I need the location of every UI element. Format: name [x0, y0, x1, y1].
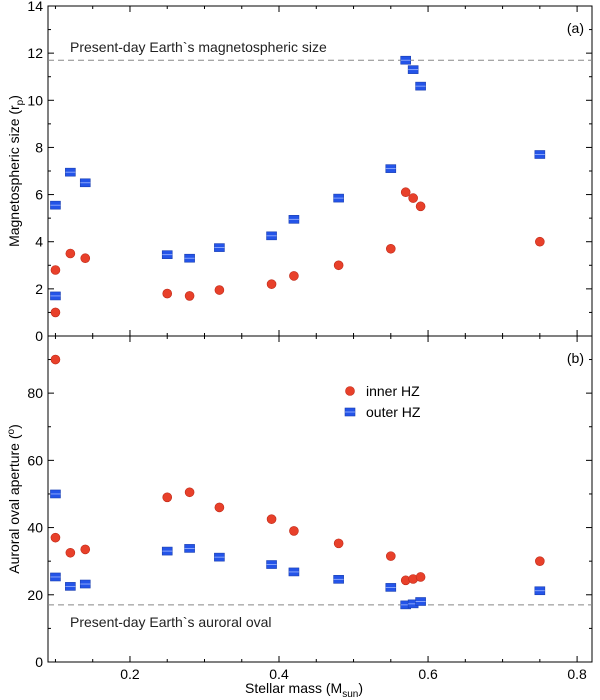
inner-hz-point — [65, 248, 76, 259]
inner-hz-point — [415, 201, 426, 212]
y-axis-label-sub: p — [15, 99, 26, 105]
outer-hz-point — [534, 150, 546, 159]
x-axis-label-main: Stellar mass (M — [245, 680, 342, 696]
outer-hz-point — [184, 253, 195, 263]
panel-b-auroral-oval-aperture: 0.2 0.4 0.6 0.8 0 20 40 60 80 Present-day Earth`s… — [6, 335, 593, 700]
x-axis-label: Stellar mass (Msun) — [245, 680, 363, 700]
outer-hz-point — [65, 582, 76, 591]
inner-hz-point — [50, 354, 61, 365]
panel-label: (a) — [567, 20, 584, 36]
y-tick-label: 14 — [27, 0, 43, 14]
inner-hz-point — [80, 544, 91, 555]
inner-hz-point — [162, 288, 173, 299]
y-tick-label: 6 — [35, 187, 43, 203]
x-tick-label: 0.2 — [120, 666, 140, 682]
legend: inner HZ outer HZ — [366, 383, 421, 420]
inner-hz-point — [408, 193, 418, 203]
outer-hz-point — [184, 544, 195, 553]
inner-hz-point — [289, 526, 299, 536]
y-axis-label-sup: o — [6, 428, 17, 434]
y-tick-label: 80 — [27, 385, 43, 401]
outer-hz-point — [214, 552, 225, 562]
plot-frame — [47, 5, 593, 337]
outer-hz-point — [79, 178, 91, 188]
y-axis-label-main: Magnetospheric size (r — [6, 105, 22, 247]
x-tick-label: 0.6 — [418, 666, 438, 682]
panel-label: (b) — [567, 350, 584, 366]
outer-hz-point — [407, 65, 419, 74]
inner-hz-point — [400, 187, 411, 198]
x-tick-label: 0.8 — [567, 666, 587, 682]
outer-hz-point — [400, 55, 411, 65]
outer-hz-point — [266, 231, 277, 241]
outer-hz-point — [415, 81, 426, 91]
outer-hz-point — [50, 489, 61, 499]
legend-label: inner HZ — [366, 383, 420, 399]
y-axis-label-close: ) — [6, 95, 22, 100]
outer-hz-point — [50, 291, 61, 301]
outer-hz-point — [50, 200, 61, 210]
inner-hz-point — [535, 236, 545, 247]
y-tick-label: 0 — [35, 328, 43, 344]
inner-hz-point — [214, 285, 225, 295]
plot-frame — [47, 335, 593, 663]
inner-hz-point — [65, 547, 76, 558]
x-tick-label: 0.4 — [269, 666, 289, 682]
inner-hz-point — [80, 253, 91, 264]
inner-hz-point — [415, 572, 426, 582]
inner-hz-point — [266, 279, 277, 289]
reference-line-label: Present-day Earth`s magnetospheric size — [70, 39, 327, 55]
inner-hz-point — [535, 556, 545, 566]
inner-hz-point — [184, 487, 195, 498]
outer-hz-point — [333, 575, 344, 584]
outer-hz-point — [50, 572, 61, 582]
legend-label: outer HZ — [366, 404, 421, 420]
outer-hz-point — [214, 243, 225, 252]
outer-hz-point — [385, 164, 397, 173]
y-tick-label: 0 — [35, 654, 43, 670]
y-tick-label: 60 — [27, 452, 43, 468]
x-axis-label-sub: sun — [342, 689, 358, 700]
y-tick-label: 10 — [27, 92, 43, 108]
inner-hz-point — [333, 260, 344, 271]
outer-hz-point — [385, 583, 397, 592]
y-axis-label: Auroral oval aperture (o) — [6, 424, 22, 574]
outer-hz-point — [534, 586, 546, 596]
inner-hz-point — [184, 291, 195, 301]
inner-hz-point — [289, 271, 299, 281]
outer-hz-point — [161, 546, 173, 556]
y-tick-label: 2 — [35, 281, 43, 297]
y-axis-label: Magnetospheric size (rp) — [6, 95, 26, 247]
outer-hz-point — [266, 560, 277, 569]
inner-hz-point — [50, 532, 61, 543]
inner-hz-point — [385, 551, 396, 561]
outer-hz-point — [65, 167, 76, 177]
panel-a-magnetospheric-size: 0 2 4 6 8 10 12 14 Present-day Earth`s magnetosp… — [6, 0, 593, 344]
outer-hz-point — [79, 579, 91, 589]
legend-marker-outer-hz — [344, 407, 356, 417]
outer-hz-point — [288, 215, 300, 224]
inner-hz-point — [214, 502, 225, 513]
inner-hz-point — [385, 243, 396, 254]
x-axis-label-close: ) — [358, 680, 363, 696]
outer-hz-point — [288, 567, 300, 577]
inner-hz-point — [50, 307, 61, 318]
inner-hz-point — [162, 492, 173, 503]
y-tick-label: 12 — [27, 45, 43, 61]
y-axis-label-main: Auroral oval aperture ( — [6, 434, 22, 574]
y-tick-label: 40 — [27, 520, 43, 536]
legend-marker-inner-hz — [345, 386, 355, 396]
y-tick-label: 8 — [35, 139, 43, 155]
inner-hz-point — [266, 514, 277, 524]
outer-hz-point — [415, 597, 426, 606]
y-tick-label: 4 — [35, 234, 43, 250]
inner-hz-point — [333, 538, 344, 549]
outer-hz-point — [161, 250, 173, 259]
y-axis-label-close: ) — [6, 424, 22, 429]
inner-hz-point — [50, 265, 61, 275]
reference-line-label: Present-day Earth`s auroral oval — [70, 614, 272, 630]
y-tick-label: 20 — [27, 587, 43, 603]
outer-hz-point — [333, 193, 344, 203]
